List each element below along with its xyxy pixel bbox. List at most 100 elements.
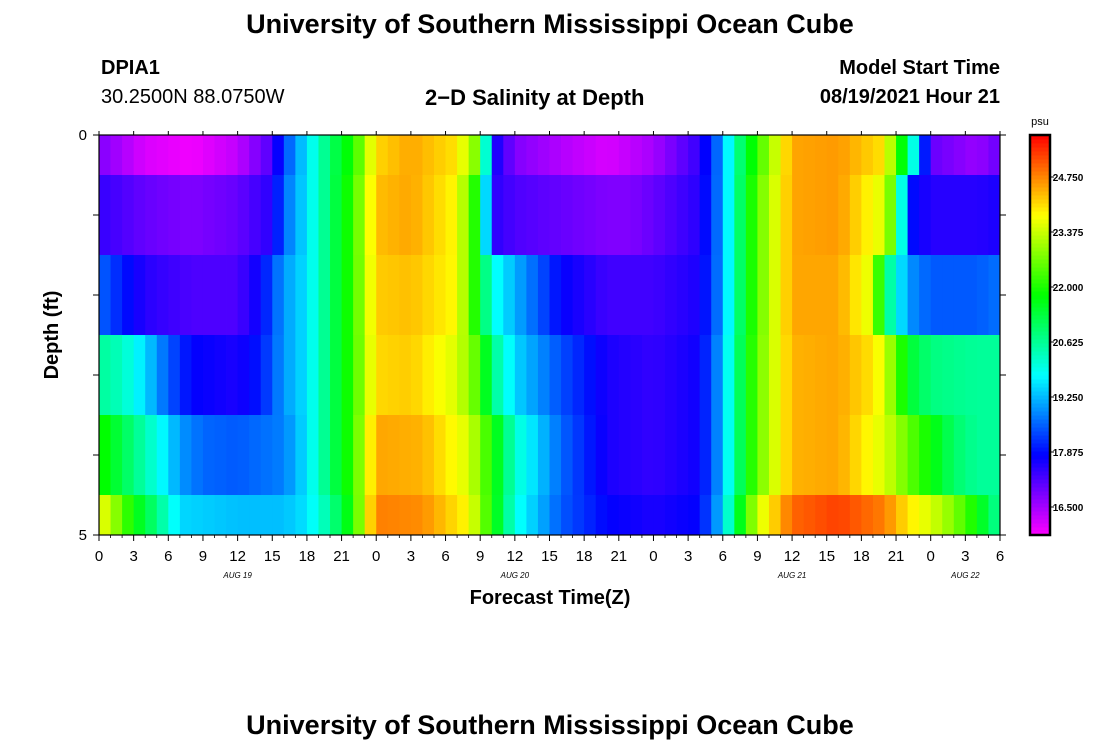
heatmap-cell [965,335,978,415]
heatmap-cell [491,255,504,335]
x-tick-label: 0 [649,548,657,565]
heatmap-cell [699,255,712,335]
colorbar-swatch [1030,235,1050,240]
heatmap-cell [202,255,215,335]
colorbar-swatch [1030,183,1050,188]
station-coordinates: 30.2500N 88.0750W [101,86,285,108]
colorbar-swatch [1030,195,1050,200]
heatmap-cell [711,255,724,335]
heatmap-cell [480,175,493,255]
heatmap-cell [803,255,816,335]
colorbar-swatch [1030,519,1050,524]
heatmap-cell [249,495,262,535]
colorbar-swatch [1030,463,1050,468]
heatmap-cell [364,175,377,255]
heatmap-cell [549,135,562,175]
heatmap-cell [376,335,389,415]
heatmap-cell [630,335,643,415]
heatmap-cell [699,335,712,415]
heatmap-cell [930,415,943,495]
heatmap-cell [433,495,446,535]
heatmap-cell [318,255,331,335]
day-label: AUG 19 [222,571,252,580]
heatmap-cell [295,175,308,255]
heatmap-cell [260,335,273,415]
heatmap-cell [226,335,239,415]
heatmap-cell [722,335,735,415]
colorbar-swatch [1030,263,1050,268]
heatmap-cell [907,415,920,495]
heatmap-cell [861,335,874,415]
colorbar-swatch [1030,247,1050,252]
heatmap-cell [272,255,285,335]
heatmap-cell [410,335,423,415]
heatmap-cell [584,335,597,415]
heatmap-cell [145,255,158,335]
heatmap-cell [607,335,620,415]
colorbar-swatch [1030,527,1050,532]
heatmap-cell [503,495,516,535]
heatmap-cell [768,175,781,255]
colorbar-swatch [1030,179,1050,184]
heatmap-cell [768,135,781,175]
heatmap-cell [433,415,446,495]
colorbar-swatch [1030,251,1050,256]
x-tick-label: 18 [853,548,870,565]
heatmap-cell [468,495,481,535]
heatmap-cell [318,135,331,175]
colorbar-swatch [1030,487,1050,492]
heatmap-cell [745,135,758,175]
heatmap-cell [433,135,446,175]
heatmap-cell [410,135,423,175]
heatmap-cell [838,415,851,495]
heatmap-cell [110,495,123,535]
heatmap-cells [99,135,1001,535]
heatmap-cell [838,175,851,255]
heatmap-cell [896,175,908,255]
heatmap-cell [953,495,966,535]
heatmap-cell [191,135,204,175]
heatmap-cell [884,255,897,335]
colorbar-swatch [1030,471,1050,476]
heatmap-cell [364,135,377,175]
day-label: AUG 22 [950,571,980,580]
heatmap-cell [572,495,585,535]
x-tick-label: 6 [719,548,727,565]
colorbar-swatch [1030,395,1050,400]
heatmap-cell [387,175,400,255]
heatmap-cell [965,175,978,255]
heatmap-cell [480,415,493,495]
heatmap-cell [295,335,308,415]
heatmap-cell [387,135,400,175]
heatmap-cell [641,335,654,415]
heatmap-cell [330,335,342,415]
heatmap-cell [953,335,966,415]
heatmap-cell [468,335,481,415]
heatmap-cell [376,495,389,535]
heatmap-cell [318,175,331,255]
heatmap-cell [965,415,978,495]
heatmap-cell [618,335,631,415]
heatmap-cell [191,175,204,255]
heatmap-cell [237,135,250,175]
heatmap-cell [179,255,192,335]
x-tick-label: 9 [199,548,207,565]
colorbar-swatch [1030,203,1050,208]
heatmap-cell [480,495,493,535]
heatmap-cell [249,135,262,175]
heatmap-cell [399,415,412,495]
heatmap-cell [399,255,412,335]
heatmap-cell [919,415,932,495]
heatmap-cell [676,415,689,495]
heatmap-cell [353,175,366,255]
x-tick-label: 6 [164,548,172,565]
heatmap-cell [526,135,539,175]
model-start-time: 08/19/2021 Hour 21 [819,86,1000,108]
colorbar-swatch [1030,175,1050,180]
heatmap-cell [491,335,504,415]
heatmap-cell [745,255,758,335]
x-tick-label: 6 [996,548,1004,565]
colorbar-swatch [1030,339,1050,344]
heatmap-cell [780,415,793,495]
heatmap-cell [353,415,366,495]
